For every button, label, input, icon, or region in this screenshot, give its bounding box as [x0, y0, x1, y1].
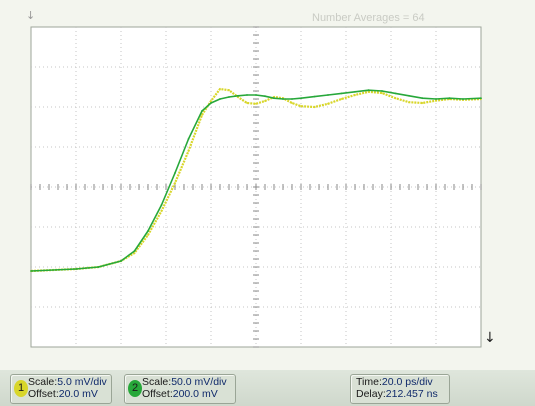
channel-1-offset-label: Offset:	[28, 388, 59, 400]
trace-channel-1	[30, 87, 482, 273]
time-label: Time:	[356, 376, 382, 388]
trace-channel-2-point	[462, 98, 464, 100]
trace-channel-1-point	[354, 94, 356, 96]
trace-channel-1-point	[367, 90, 370, 93]
delay-value: 212.457 ns	[385, 388, 438, 400]
trace-channel-1-point	[133, 252, 136, 254]
channel-2-settings[interactable]: 2 Scale:50.0 mV/div Offset:200.0 mV	[124, 374, 236, 404]
scope-display: ↓ Number Averages = 64 ↓	[0, 0, 535, 371]
trace-channel-2-point	[246, 94, 248, 96]
trace-channel-2-point	[282, 98, 284, 100]
trace-channel-1-point	[201, 114, 203, 116]
trace-channel-2-point	[133, 250, 136, 252]
trace-channel-2-point	[300, 97, 302, 100]
trace-channel-2-point	[367, 89, 370, 92]
trace-channel-2-point	[97, 266, 100, 268]
trace-channel-1-point	[255, 102, 257, 105]
trace-channel-1-point	[174, 182, 176, 184]
trace-channel-2-point	[435, 98, 437, 100]
trace-channel-1-point	[246, 102, 248, 104]
status-bar: 1 Scale:5.0 mV/div Offset:20.0 mV 2 Scal…	[0, 370, 535, 406]
delay-label: Delay:	[356, 388, 386, 400]
trace-channel-2-point	[421, 97, 424, 100]
trace-channel-2-point	[255, 94, 257, 96]
trace-channel-2-point	[228, 96, 230, 98]
trace-channel-1-point	[210, 100, 212, 102]
trace-channel-2-point	[327, 94, 329, 96]
trace-channel-1-point	[421, 102, 424, 104]
trace-channel-2-point	[75, 268, 77, 270]
trace-channel-1-point	[435, 99, 437, 102]
time-value: 20.0 ps/div	[381, 376, 433, 388]
trace-channel-1-point	[160, 210, 163, 212]
channel-2-offset-value: 200.0 mV	[172, 388, 218, 400]
channel-1-badge: 1	[14, 380, 28, 397]
trace-channel-1-point	[381, 92, 383, 94]
trace-channel-2-point	[448, 97, 451, 100]
channel-2-scale-value: 50.0 mV/div	[171, 376, 227, 388]
channel-1-settings[interactable]: 1 Scale:5.0 mV/div Offset:20.0 mV	[10, 374, 112, 404]
trace-channel-1-point	[340, 98, 343, 100]
trace-channel-1-point	[291, 102, 293, 104]
trace-channel-1-point	[228, 89, 230, 92]
trace-channel-1-point	[408, 101, 410, 104]
trace-channel-2-point	[291, 98, 293, 100]
trace-channel-1-point	[313, 106, 316, 108]
trace-channel-2-point	[174, 172, 176, 174]
trace-channel-1-point	[264, 100, 266, 102]
trace-channel-1-point	[394, 97, 397, 100]
trace-channel-2-point	[187, 138, 190, 140]
trace-channel-2-point	[219, 98, 221, 100]
trace-channel-1-point	[327, 102, 329, 105]
trace-channel-2-point	[30, 270, 32, 272]
channel-1-offset-value: 20.0 mV	[58, 388, 98, 400]
trace-channel-2-point	[264, 95, 266, 98]
trace-channel-2-point	[237, 94, 239, 97]
trace-channel-2-point	[160, 204, 163, 206]
trigger-level-arrow-icon: ↓	[26, 9, 36, 22]
waveform-plot	[30, 26, 482, 348]
trace-channel-1-point	[219, 88, 221, 90]
trace-channel-2-point	[354, 90, 356, 93]
trace-channel-2-point	[147, 230, 149, 232]
trace-channel-2-point	[313, 95, 316, 98]
trace-channel-2-point	[273, 97, 275, 100]
trace-channel-1-point	[147, 234, 149, 236]
trace-channel-2-point	[408, 94, 410, 97]
trace-channel-2-point	[340, 92, 343, 95]
trace-channel-2-point	[120, 260, 122, 262]
number-averages-label: Number Averages = 64	[312, 12, 425, 24]
channel-1-scale-label: Scale:	[28, 376, 58, 388]
trace-channel-1-point	[300, 105, 302, 108]
trace-channel-2-point	[394, 92, 397, 95]
trace-channel-2-point	[381, 90, 383, 92]
timebase-settings[interactable]: Time:20.0 ps/div Delay:212.457 ns	[350, 374, 450, 404]
channel-2-offset-label: Offset:	[142, 388, 173, 400]
time-reference-arrow-icon: ↓	[484, 330, 496, 346]
trace-channel-1-point	[187, 150, 190, 152]
trace-channel-2-point	[210, 102, 212, 104]
channel-2-badge: 2	[128, 380, 142, 397]
channel-1-scale-value: 5.0 mV/div	[57, 376, 107, 388]
trace-channel-2-point	[480, 97, 482, 100]
trace-channel-2	[30, 89, 482, 272]
channel-2-scale-label: Scale:	[142, 376, 172, 388]
trace-channel-2-point	[201, 110, 203, 112]
